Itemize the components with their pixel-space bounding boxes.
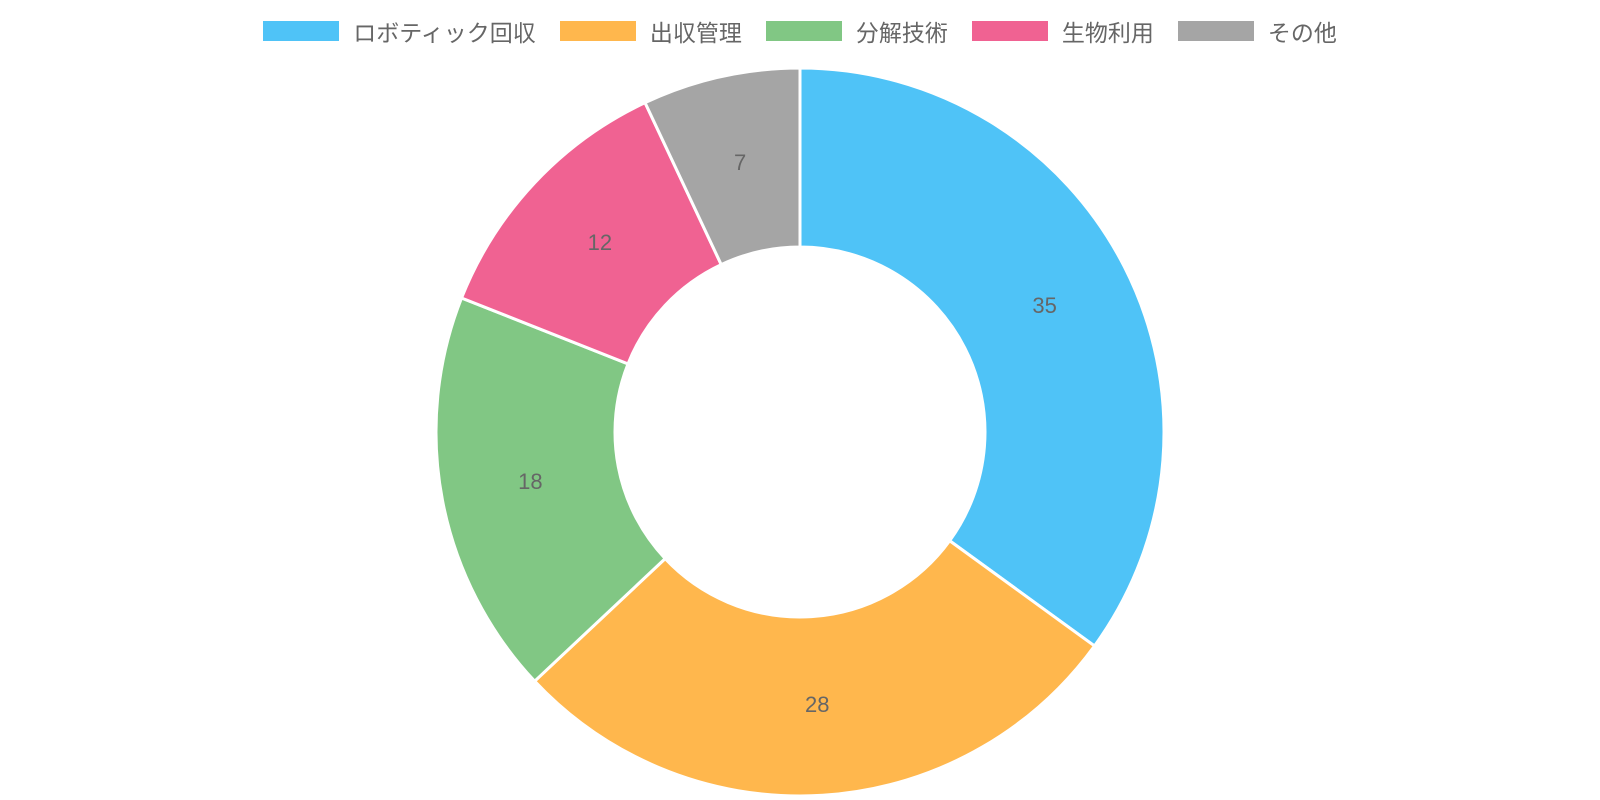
legend-item: 生物利用 [971, 14, 1154, 48]
slice [434, 296, 668, 684]
legend-label: 生物利用 [1061, 21, 1154, 47]
legend-label: 分解技術 [855, 21, 948, 47]
legend-item: その他 [1177, 14, 1337, 48]
slice [798, 66, 1166, 649]
data-label: 12 [588, 230, 612, 255]
legend-swatch [1177, 21, 1254, 41]
legend-label: その他 [1267, 21, 1337, 47]
slice [459, 100, 724, 366]
legend-item: 出収管理 [559, 14, 742, 48]
legend-item: 分解技術 [765, 14, 948, 48]
legend-swatch [971, 21, 1048, 41]
data-label: 28 [805, 692, 829, 717]
slice [643, 66, 802, 267]
data-label: 18 [518, 469, 542, 494]
legend-label: 出収管理 [649, 21, 742, 47]
legend-item: ロボティック回収 [263, 14, 536, 48]
legend: ロボティック回収 出収管理 分解技術 生物利用 その他 [0, 14, 1600, 48]
legend-swatch [765, 21, 842, 41]
data-label: 35 [1032, 293, 1056, 318]
slice [532, 538, 1097, 798]
data-label: 7 [734, 150, 746, 175]
legend-swatch [263, 21, 340, 41]
legend-swatch [559, 21, 636, 41]
legend-label: ロボティック回収 [353, 21, 536, 47]
